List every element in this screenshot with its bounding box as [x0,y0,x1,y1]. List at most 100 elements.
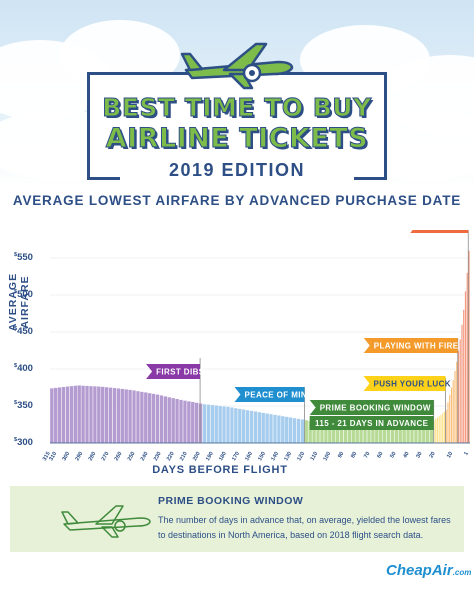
bar [367,427,371,444]
bar [304,419,309,444]
bar [464,291,467,444]
bar [69,385,74,444]
bar [143,392,148,444]
zone-flag-label: FIRST DIBS [156,368,205,377]
bar [210,404,215,444]
bar [436,417,439,444]
x-tick-label: 200 [192,451,202,462]
bar [434,418,437,444]
bar [53,387,58,444]
bar [151,393,156,444]
bar [288,417,293,444]
bar [163,396,168,444]
bar [398,427,403,444]
y-tick-label: $400 [14,363,33,374]
logo-suffix: .com [452,568,472,577]
zone-subtitle: 115 - 21 DAYS IN ADVANCE [315,419,429,428]
bar [374,428,379,444]
bar [100,386,105,444]
bar [229,407,234,444]
bar [167,396,172,444]
zone-subtitle-box [309,416,434,430]
y-tick-label: $500 [14,289,33,300]
bar [61,386,66,444]
bar [466,272,469,444]
bar [222,406,227,444]
x-tick-label: 40 [402,451,410,459]
bar [116,388,121,444]
x-tick-label: 280 [88,451,98,462]
x-tick-label: 150 [257,451,267,462]
x-tick-label: 60 [376,451,384,459]
bar [394,428,399,444]
x-tick-label: 180 [218,451,228,462]
bar [459,339,462,444]
bar [257,411,262,444]
bar [455,361,458,444]
bar [81,385,86,444]
title-line-2: AIRLINE TICKETS [105,123,369,155]
x-tick-label: 190 [205,451,215,462]
x-tick-label: 120 [296,451,306,462]
bar [273,414,277,444]
zone-flag [146,364,201,379]
x-tick-label: 140 [270,451,280,462]
zone-flag [363,338,458,353]
bar [194,402,199,444]
y-tick-label: $300 [14,437,33,448]
x-tick-label: 70 [363,451,371,459]
x-tick-label: 10 [446,451,454,459]
edition-banner: 2019 EDITION [120,160,354,184]
x-tick-label: 30 [415,451,423,459]
bar [462,309,465,444]
bar [443,411,446,444]
y-tick-label: $350 [14,400,33,411]
bar [440,414,442,444]
bar [179,399,183,444]
bar [128,389,133,444]
bar [378,428,383,444]
bar [186,401,191,444]
chart-title: AVERAGE LOWEST AIRFARE BY ADVANCED PURCH… [12,193,462,208]
bar [269,413,273,444]
bar [159,395,164,444]
bar [214,405,219,444]
bar [300,419,305,444]
zone-flag-label: PUSH YOUR LUCK [374,380,451,389]
logo-main: CheapAir [386,562,453,579]
bar [218,405,223,444]
bar [233,407,238,444]
bar [85,385,89,444]
bar [206,404,211,444]
bar [441,413,444,444]
cheapair-logo[interactable]: CheapAir.com [386,562,471,579]
bar [132,390,136,444]
bar [73,385,78,444]
bar [249,410,254,444]
bar [450,387,453,444]
title-line-1: BEST TIME TO BUY [102,93,372,123]
bar [245,409,250,444]
x-tick-label: 90 [337,451,345,459]
x-axis-label: DAYS BEFORE FLIGHT [152,464,288,476]
bar [108,387,113,444]
bar [89,385,93,444]
bar [202,403,207,444]
x-tick-label: 170 [231,451,241,462]
x-tick-label: 100 [323,451,333,462]
x-tick-label: 160 [244,451,254,462]
x-tick-label: 270 [101,451,111,462]
bar [155,394,160,444]
bar [198,403,203,444]
bar [438,415,441,444]
bar [49,388,54,444]
x-tick-label: 80 [350,451,358,459]
bar [253,411,258,444]
edition-label: 2019 EDITION [168,160,306,180]
bar [92,386,97,444]
x-tick-label: 315 [42,451,52,462]
bar [182,400,187,444]
x-tick-label: 290 [75,451,85,462]
zone-flag [234,387,305,402]
